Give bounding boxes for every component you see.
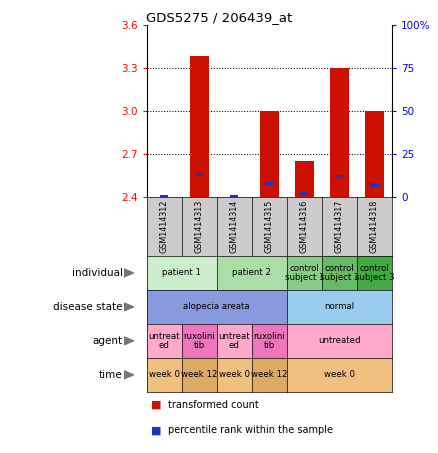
Text: control
subject 2: control subject 2 <box>320 264 359 282</box>
Text: GSM1414317: GSM1414317 <box>335 200 344 253</box>
Text: individual: individual <box>72 268 123 278</box>
Polygon shape <box>124 371 134 379</box>
Text: time: time <box>99 370 123 380</box>
Text: GSM1414313: GSM1414313 <box>195 200 204 253</box>
Text: ruxolini
tib: ruxolini tib <box>254 332 285 350</box>
Polygon shape <box>124 337 134 345</box>
Bar <box>336 175 343 178</box>
Bar <box>300 192 308 195</box>
Text: week 0: week 0 <box>219 371 250 379</box>
Text: disease state: disease state <box>53 302 123 312</box>
Text: agent: agent <box>92 336 123 346</box>
Text: GSM1414315: GSM1414315 <box>265 200 274 253</box>
Text: normal: normal <box>325 303 354 311</box>
Text: week 0: week 0 <box>324 371 355 379</box>
Bar <box>190 57 209 197</box>
Polygon shape <box>124 303 134 311</box>
Bar <box>371 183 378 187</box>
Bar <box>260 111 279 197</box>
Text: ■: ■ <box>151 400 162 410</box>
Bar <box>365 111 384 197</box>
Text: ruxolini
tib: ruxolini tib <box>184 332 215 350</box>
Text: week 0: week 0 <box>149 371 180 379</box>
Text: patient 1: patient 1 <box>162 269 201 277</box>
Text: control
subject 3: control subject 3 <box>355 264 394 282</box>
Bar <box>160 195 168 198</box>
Text: week 12: week 12 <box>251 371 288 379</box>
Bar <box>230 195 238 198</box>
Text: GSM1414316: GSM1414316 <box>300 200 309 253</box>
Text: untreat
ed: untreat ed <box>148 332 180 350</box>
Bar <box>265 182 273 185</box>
Polygon shape <box>124 269 134 277</box>
Text: untreated: untreated <box>318 337 361 345</box>
Bar <box>330 68 349 197</box>
Text: percentile rank within the sample: percentile rank within the sample <box>168 425 333 435</box>
Text: alopecia areata: alopecia areata <box>184 303 250 311</box>
Bar <box>195 173 203 176</box>
Text: GSM1414312: GSM1414312 <box>160 200 169 253</box>
Text: control
subject 1: control subject 1 <box>285 264 324 282</box>
Text: untreat
ed: untreat ed <box>219 332 250 350</box>
Text: ■: ■ <box>151 425 162 435</box>
Bar <box>295 161 314 197</box>
Text: GDS5275 / 206439_at: GDS5275 / 206439_at <box>146 11 292 24</box>
Text: transformed count: transformed count <box>168 400 258 410</box>
Text: patient 2: patient 2 <box>232 269 272 277</box>
Text: week 12: week 12 <box>181 371 218 379</box>
Text: GSM1414314: GSM1414314 <box>230 200 239 253</box>
Text: GSM1414318: GSM1414318 <box>370 200 379 253</box>
